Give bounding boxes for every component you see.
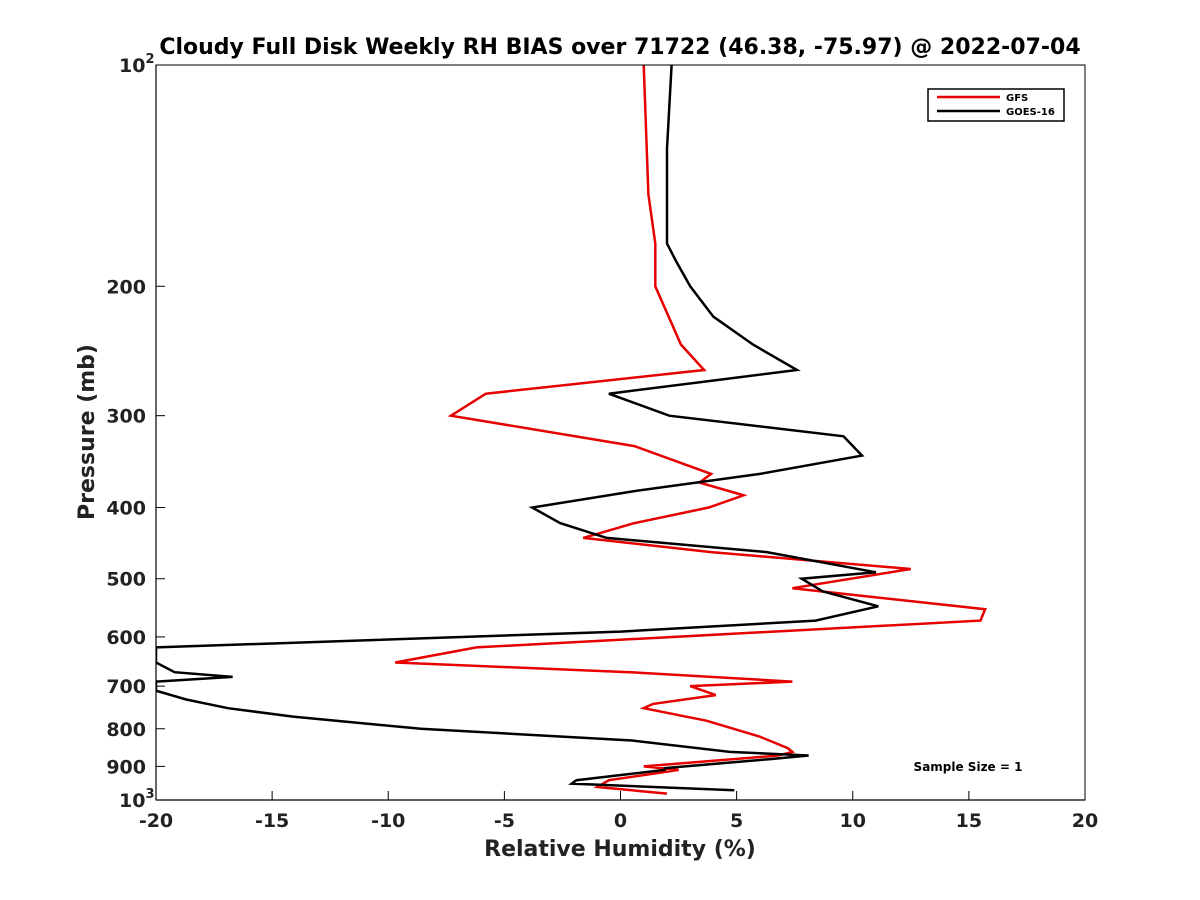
x-axis-label: Relative Humidity (%) [484, 837, 756, 862]
legend-label-gfs: GFS [1006, 93, 1028, 104]
axes-layer: -20 -15 -10 -5 0 5 10 15 20102200300400500600700… [106, 52, 1098, 832]
y-tick-label: 300 [106, 406, 146, 428]
y-tick-base: 10 [119, 790, 145, 812]
y-tick-label: 200 [106, 276, 146, 298]
x-tick-label: 20 [1072, 810, 1098, 832]
y-tick-label: 600 [106, 627, 146, 649]
y-tick-label: 700 [106, 676, 146, 698]
x-tick-label: 0 [614, 810, 627, 832]
series-line-goes16 [156, 65, 879, 792]
y-tick-label: 500 [106, 569, 146, 591]
legend: GFS GOES-16 [927, 88, 1065, 122]
x-tick-label: -10 [371, 810, 405, 832]
x-tick-label: 15 [956, 810, 982, 832]
y-tick-base: 10 [119, 55, 145, 77]
x-tick-label: -15 [255, 810, 289, 832]
y-tick-exponent: 3 [145, 787, 154, 802]
y-tick-label: 400 [106, 498, 146, 520]
y-axis-label: Pressure (mb) [75, 344, 100, 520]
y-tick-label: 103 [119, 787, 155, 812]
series-line-gfs [394, 65, 987, 795]
series-layer [156, 65, 987, 795]
plot-frame [155, 64, 1086, 801]
legend-label-goes16: GOES-16 [1006, 107, 1055, 118]
y-tick-label: 800 [106, 719, 146, 741]
legend-box [927, 88, 1065, 122]
y-tick-exponent: 2 [145, 52, 154, 67]
sample-size-annotation: Sample Size = 1 [914, 760, 1023, 774]
y-tick-label: 900 [106, 756, 146, 778]
x-tick-label: -20 [139, 810, 173, 832]
x-tick-label: -5 [494, 810, 515, 832]
x-tick-label: 10 [840, 810, 866, 832]
chart-title: Cloudy Full Disk Weekly RH BIAS over 717… [159, 35, 1080, 60]
x-tick-label: 5 [730, 810, 743, 832]
y-tick-label: 102 [119, 52, 155, 77]
